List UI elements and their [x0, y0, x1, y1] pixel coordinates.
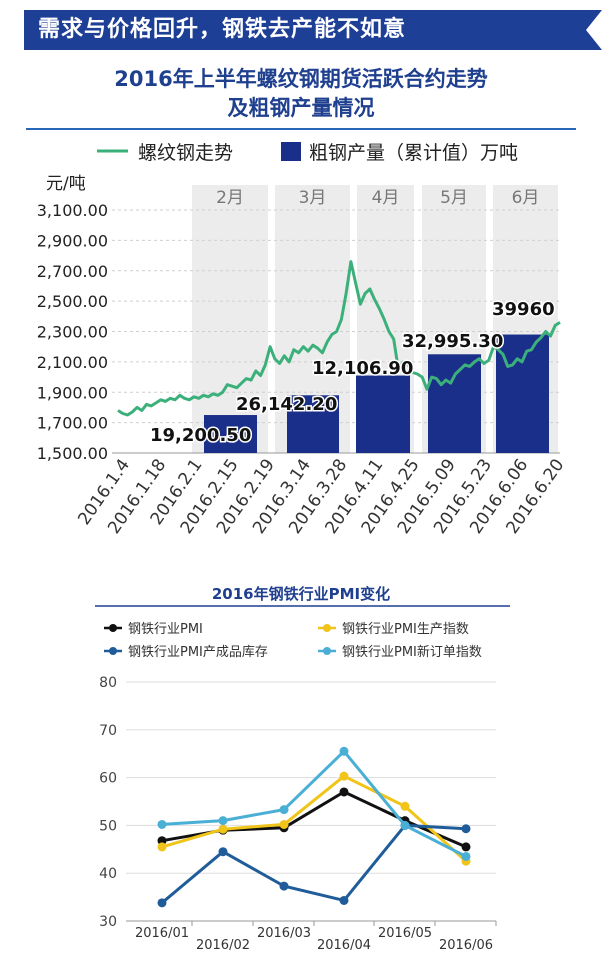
month-label: 4月	[372, 188, 400, 208]
header-title: 需求与价格回升，钢铁去产能不如意	[38, 17, 407, 42]
pmi-point	[279, 819, 289, 829]
bar-value-label: 32,995.30	[402, 331, 503, 352]
legend-swatch-dot	[323, 624, 331, 632]
pmi-series-line	[161, 823, 467, 904]
pmi-y-tick: 30	[99, 914, 117, 930]
bar-value-label: 12,106.90	[312, 358, 413, 379]
pmi-x-tick: 2016/05	[378, 926, 432, 941]
legend-label: 钢铁行业PMI	[128, 622, 203, 637]
pmi-point	[400, 801, 410, 811]
bar-value-label: 39960	[492, 299, 555, 320]
legend-label: 钢铁行业PMI产成品库存	[128, 644, 268, 660]
pmi-point	[218, 816, 228, 826]
pmi-y-tick: 50	[99, 818, 117, 834]
legend-label: 钢铁行业PMI新订单指数	[342, 644, 482, 660]
pmi-x-tick: 2016/03	[257, 926, 311, 941]
pmi-x-tick: 2016/04	[317, 938, 371, 953]
y-axis-unit-label: 元/吨	[46, 174, 86, 194]
pmi-point	[461, 851, 471, 861]
pmi-point	[339, 787, 349, 797]
y-tick-label: 2,100.00	[37, 353, 108, 372]
pmi-series-line	[161, 774, 468, 863]
month-label: 6月	[512, 188, 540, 208]
y-tick-label: 1,500.00	[37, 444, 108, 463]
chart2-title: 2016年钢铁行业PMI变化	[211, 585, 391, 603]
pmi-point	[400, 816, 410, 826]
pmi-y-tick: 40	[99, 866, 117, 882]
pmi-point	[218, 824, 228, 834]
pmi-y-tick: 60	[99, 771, 117, 787]
pmi-point	[461, 842, 471, 852]
chart1-title-line1: 2016年上半年螺纹钢期货活跃合约走势	[114, 67, 488, 91]
header-banner	[24, 10, 602, 50]
steel-futures-chart: 19,200.50 26,142.20 12,106.90 32,995.30 3996…	[26, 128, 576, 538]
month-band	[192, 185, 268, 453]
y-tick-label: 2,500.00	[37, 292, 108, 311]
production-bar	[204, 415, 257, 453]
production-bar	[287, 395, 339, 453]
pmi-point	[461, 856, 471, 866]
month-label: 2月	[216, 188, 244, 208]
month-label: 3月	[299, 188, 327, 208]
pmi-point	[400, 820, 410, 830]
pmi-y-tick: 70	[99, 723, 117, 739]
pmi-point	[339, 895, 349, 905]
pmi-point	[218, 825, 228, 835]
pmi-point	[279, 881, 289, 891]
production-bar	[496, 334, 549, 453]
pmi-point	[461, 824, 471, 834]
legend-swatch-dot	[323, 647, 331, 655]
pmi-series-line	[161, 749, 467, 858]
pmi-x-tick: 2016/01	[135, 926, 189, 941]
y-tick-label: 1,900.00	[37, 383, 108, 402]
pmi-point	[279, 823, 289, 833]
legend-swatch-dot	[109, 624, 117, 632]
y-tick-label: 2,900.00	[37, 231, 108, 250]
y-tick-label: 1,700.00	[37, 414, 108, 433]
bar-value-label: 26,142.20	[236, 394, 337, 415]
pmi-x-tick: 2016/02	[196, 938, 250, 953]
y-tick-label: 2,700.00	[37, 262, 108, 281]
chart1-title-line2: 及粗钢产量情况	[227, 96, 375, 120]
pmi-point	[157, 842, 167, 852]
production-bar	[356, 375, 410, 453]
pmi-point	[400, 820, 410, 830]
pmi-point	[279, 805, 289, 815]
pmi-point	[218, 847, 228, 857]
legend-line-label: 螺纹钢走势	[138, 142, 233, 164]
pmi-point	[157, 898, 167, 908]
y-tick-label: 2,300.00	[37, 323, 108, 342]
rebar-price-line	[117, 260, 561, 417]
legend-bar-label: 粗钢产量（累计值）万吨	[309, 142, 518, 164]
pmi-series-line	[161, 790, 467, 849]
production-bar	[428, 354, 481, 453]
y-tick-label: 3,100.00	[37, 201, 108, 220]
pmi-x-tick: 2016/06	[439, 938, 493, 953]
legend-bar-swatch	[281, 142, 301, 161]
pmi-point	[339, 771, 349, 781]
bar-value-label: 19,200.50	[150, 425, 251, 446]
pmi-point	[157, 836, 167, 846]
pmi-point	[157, 819, 167, 829]
legend-label: 钢铁行业PMI生产指数	[342, 622, 469, 637]
legend-swatch-dot	[109, 647, 117, 655]
pmi-point	[339, 746, 349, 756]
month-label: 5月	[440, 188, 468, 208]
pmi-y-tick: 80	[99, 675, 117, 691]
